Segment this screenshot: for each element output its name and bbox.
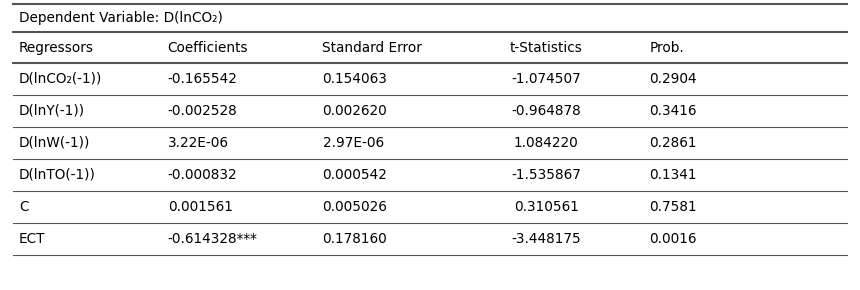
Text: 0.178160: 0.178160 [322, 232, 387, 246]
Text: 0.002620: 0.002620 [322, 104, 387, 118]
Text: 1.084220: 1.084220 [513, 136, 579, 150]
Text: -0.964878: -0.964878 [511, 104, 581, 118]
Text: t-Statistics: t-Statistics [510, 41, 582, 55]
Text: Standard Error: Standard Error [322, 41, 422, 55]
Text: 0.2904: 0.2904 [649, 72, 697, 86]
Text: D(lnTO(-1)): D(lnTO(-1)) [19, 168, 95, 182]
Text: C: C [19, 200, 28, 214]
Text: 0.2861: 0.2861 [649, 136, 697, 150]
Text: 0.3416: 0.3416 [649, 104, 697, 118]
Text: 0.154063: 0.154063 [322, 72, 387, 86]
Text: -3.448175: -3.448175 [511, 232, 581, 246]
Text: 0.7581: 0.7581 [649, 200, 697, 214]
Text: Coefficients: Coefficients [168, 41, 249, 55]
Text: D(lnW(-1)): D(lnW(-1)) [19, 136, 90, 150]
Text: D(lnY(-1)): D(lnY(-1)) [19, 104, 85, 118]
Text: -0.002528: -0.002528 [168, 104, 237, 118]
Text: ECT: ECT [19, 232, 46, 246]
Text: 0.0016: 0.0016 [649, 232, 697, 246]
Text: 0.1341: 0.1341 [649, 168, 697, 182]
Text: 0.000542: 0.000542 [322, 168, 387, 182]
Text: Regressors: Regressors [19, 41, 94, 55]
Text: -1.535867: -1.535867 [511, 168, 581, 182]
Text: Prob.: Prob. [649, 41, 684, 55]
Text: -0.614328***: -0.614328*** [168, 232, 258, 246]
Text: D(lnCO₂(-1)): D(lnCO₂(-1)) [19, 72, 102, 86]
Text: -0.165542: -0.165542 [168, 72, 237, 86]
Text: -1.074507: -1.074507 [511, 72, 581, 86]
Text: -0.000832: -0.000832 [168, 168, 237, 182]
Text: 0.005026: 0.005026 [322, 200, 387, 214]
Text: 2.97E-06: 2.97E-06 [322, 136, 384, 150]
Text: 0.310561: 0.310561 [513, 200, 579, 214]
Text: 3.22E-06: 3.22E-06 [168, 136, 229, 150]
Text: Dependent Variable: D(lnCO₂): Dependent Variable: D(lnCO₂) [19, 11, 223, 25]
Text: 0.001561: 0.001561 [168, 200, 232, 214]
